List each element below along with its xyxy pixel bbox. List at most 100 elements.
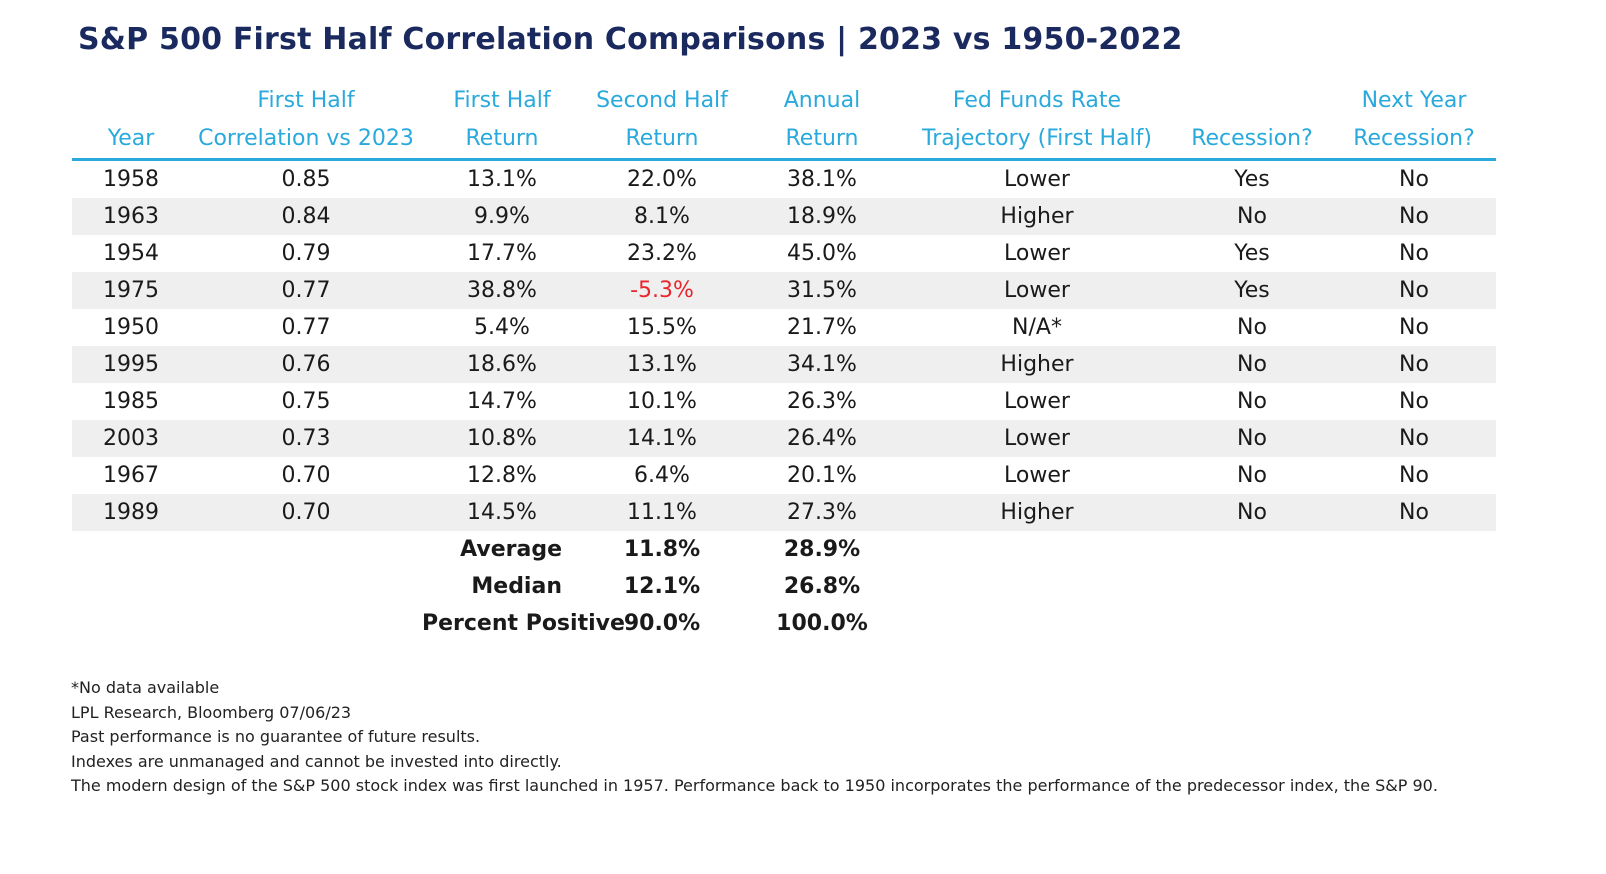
column-header-year-line1: [72, 82, 190, 120]
cell-corr: 0.75: [281, 389, 331, 414]
cell-fed: Higher: [902, 198, 1172, 235]
cell-corr: 0.70: [190, 494, 422, 531]
header-row-bottom: Year Correlation vs 2023 Return Return Retur…: [72, 120, 1496, 161]
cell-next_recession: No: [1399, 463, 1429, 488]
summary-spacer: [902, 605, 1172, 642]
cell-annual: 27.3%: [742, 494, 902, 531]
cell-year: 1967: [103, 463, 159, 488]
table-row: 1958 0.85 13.1% 22.0% 38.1% Lower Yes No: [72, 160, 1496, 199]
summary-spacer: [190, 568, 422, 605]
column-header-corr-line1: First Half: [257, 88, 355, 113]
summary-spacer: [190, 605, 422, 642]
footnote-no-data: *No data available: [71, 678, 220, 697]
summary-rows: Average 11.8% 28.9% Median 12.1% 26.8% Percent…: [72, 531, 1496, 642]
summary-spacer: [1332, 605, 1496, 642]
cell-first_half: 17.7%: [467, 241, 537, 266]
summary-label: Average: [460, 537, 562, 562]
table-row: 1967 0.70 12.8% 6.4% 20.1% Lower No No: [72, 457, 1496, 494]
cell-second_half: 22.0%: [627, 167, 697, 192]
cell-year: 1963: [72, 198, 190, 235]
footnote-index-history: The modern design of the S&P 500 stock i…: [71, 776, 1438, 795]
summary-second-half: 12.1%: [623, 574, 701, 599]
summary-annual: 26.8%: [783, 574, 861, 599]
cell-fed: Higher: [902, 346, 1172, 383]
cell-first_half: 13.1%: [467, 167, 537, 192]
cell-second_half: 14.1%: [582, 420, 742, 457]
cell-corr: 0.73: [190, 420, 422, 457]
cell-annual: 18.9%: [742, 198, 902, 235]
cell-corr: 0.76: [190, 346, 422, 383]
cell-recession: No: [1172, 346, 1332, 383]
cell-year: 1985: [103, 389, 159, 414]
summary-spacer: [902, 568, 1172, 605]
table-row: 1985 0.75 14.7% 10.1% 26.3% Lower No No: [72, 383, 1496, 420]
column-header-year-line2: Year: [72, 120, 190, 161]
cell-next_recession: No: [1332, 272, 1496, 309]
cell-first_half: 10.8%: [422, 420, 582, 457]
cell-next_recession: No: [1332, 346, 1496, 383]
column-header-fed-line1: Fed Funds Rate: [952, 88, 1122, 113]
cell-second_half: 8.1%: [582, 198, 742, 235]
summary-spacer: [1332, 531, 1496, 568]
cell-recession: No: [1237, 463, 1267, 488]
cell-year: 2003: [72, 420, 190, 457]
column-header-annual-line2: Return: [742, 120, 902, 161]
column-header-first_half-line2: Return: [422, 120, 582, 161]
cell-year: 1958: [103, 167, 159, 192]
column-header-next_recession-line2: Recession?: [1332, 120, 1496, 161]
chart-title: S&P 500 First Half Correlation Compariso…: [78, 22, 1183, 57]
cell-fed: Lower: [1004, 389, 1070, 414]
footnote-disclaimer-indexes: Indexes are unmanaged and cannot be inve…: [71, 751, 562, 771]
cell-next_recession: No: [1399, 315, 1429, 340]
column-header-second_half-line2: Return: [582, 120, 742, 161]
cell-second_half: 11.1%: [582, 494, 742, 531]
column-header-next_recession-line1: Next Year: [1361, 88, 1467, 113]
cell-fed: Higher: [902, 494, 1172, 531]
column-header-annual-line1: Annual: [783, 88, 861, 113]
cell-first_half: 14.5%: [422, 494, 582, 531]
summary-annual: 28.9%: [783, 537, 861, 562]
cell-second_half: 23.2%: [627, 241, 697, 266]
cell-annual: 38.1%: [787, 167, 857, 192]
cell-fed: Lower: [1004, 167, 1070, 192]
cell-next_recession: No: [1399, 241, 1429, 266]
cell-next_recession: No: [1332, 198, 1496, 235]
cell-year: 1950: [103, 315, 159, 340]
cell-corr: 0.70: [281, 463, 331, 488]
correlation-table: First Half First Half Second Half Annual Fed…: [72, 82, 1496, 642]
summary-row: Percent Positive 90.0% 100.0%: [72, 605, 1496, 642]
summary-annual: 100.0%: [776, 611, 868, 636]
cell-second_half: 10.1%: [627, 389, 697, 414]
cell-second_half: 13.1%: [582, 346, 742, 383]
cell-annual: 21.7%: [787, 315, 857, 340]
cell-annual: 34.1%: [742, 346, 902, 383]
cell-first_half: 18.6%: [422, 346, 582, 383]
table-row: 2003 0.73 10.8% 14.1% 26.4% Lower No No: [72, 420, 1496, 457]
cell-first_half: 5.4%: [474, 315, 530, 340]
cell-corr: 0.79: [281, 241, 331, 266]
summary-row: Median 12.1% 26.8%: [72, 568, 1496, 605]
cell-year: 1995: [72, 346, 190, 383]
cell-recession: No: [1172, 420, 1332, 457]
summary-spacer: [1172, 568, 1332, 605]
summary-spacer: [72, 568, 190, 605]
table-row: 1954 0.79 17.7% 23.2% 45.0% Lower Yes No: [72, 235, 1496, 272]
table-row: 1989 0.70 14.5% 11.1% 27.3% Higher No No: [72, 494, 1496, 531]
cell-corr: 0.77: [281, 315, 331, 340]
column-header-fed-line2: Trajectory (First Half): [902, 120, 1172, 161]
cell-annual: 20.1%: [787, 463, 857, 488]
cell-second_half: -5.3%: [582, 272, 742, 309]
cell-fed: Lower: [1004, 241, 1070, 266]
summary-spacer: [1332, 568, 1496, 605]
cell-annual: 31.5%: [742, 272, 902, 309]
cell-first_half: 14.7%: [467, 389, 537, 414]
summary-spacer: [902, 531, 1172, 568]
cell-second_half: 15.5%: [627, 315, 697, 340]
cell-second_half: 6.4%: [634, 463, 690, 488]
cell-annual: 26.3%: [787, 389, 857, 414]
cell-recession: Yes: [1234, 167, 1270, 192]
column-header-recession-line2: Recession?: [1172, 120, 1332, 161]
column-header-first_half-line1: First Half: [453, 88, 551, 113]
footnote-disclaimer-performance: Past performance is no guarantee of futu…: [71, 727, 481, 746]
summary-label: Percent Positive: [422, 611, 625, 636]
